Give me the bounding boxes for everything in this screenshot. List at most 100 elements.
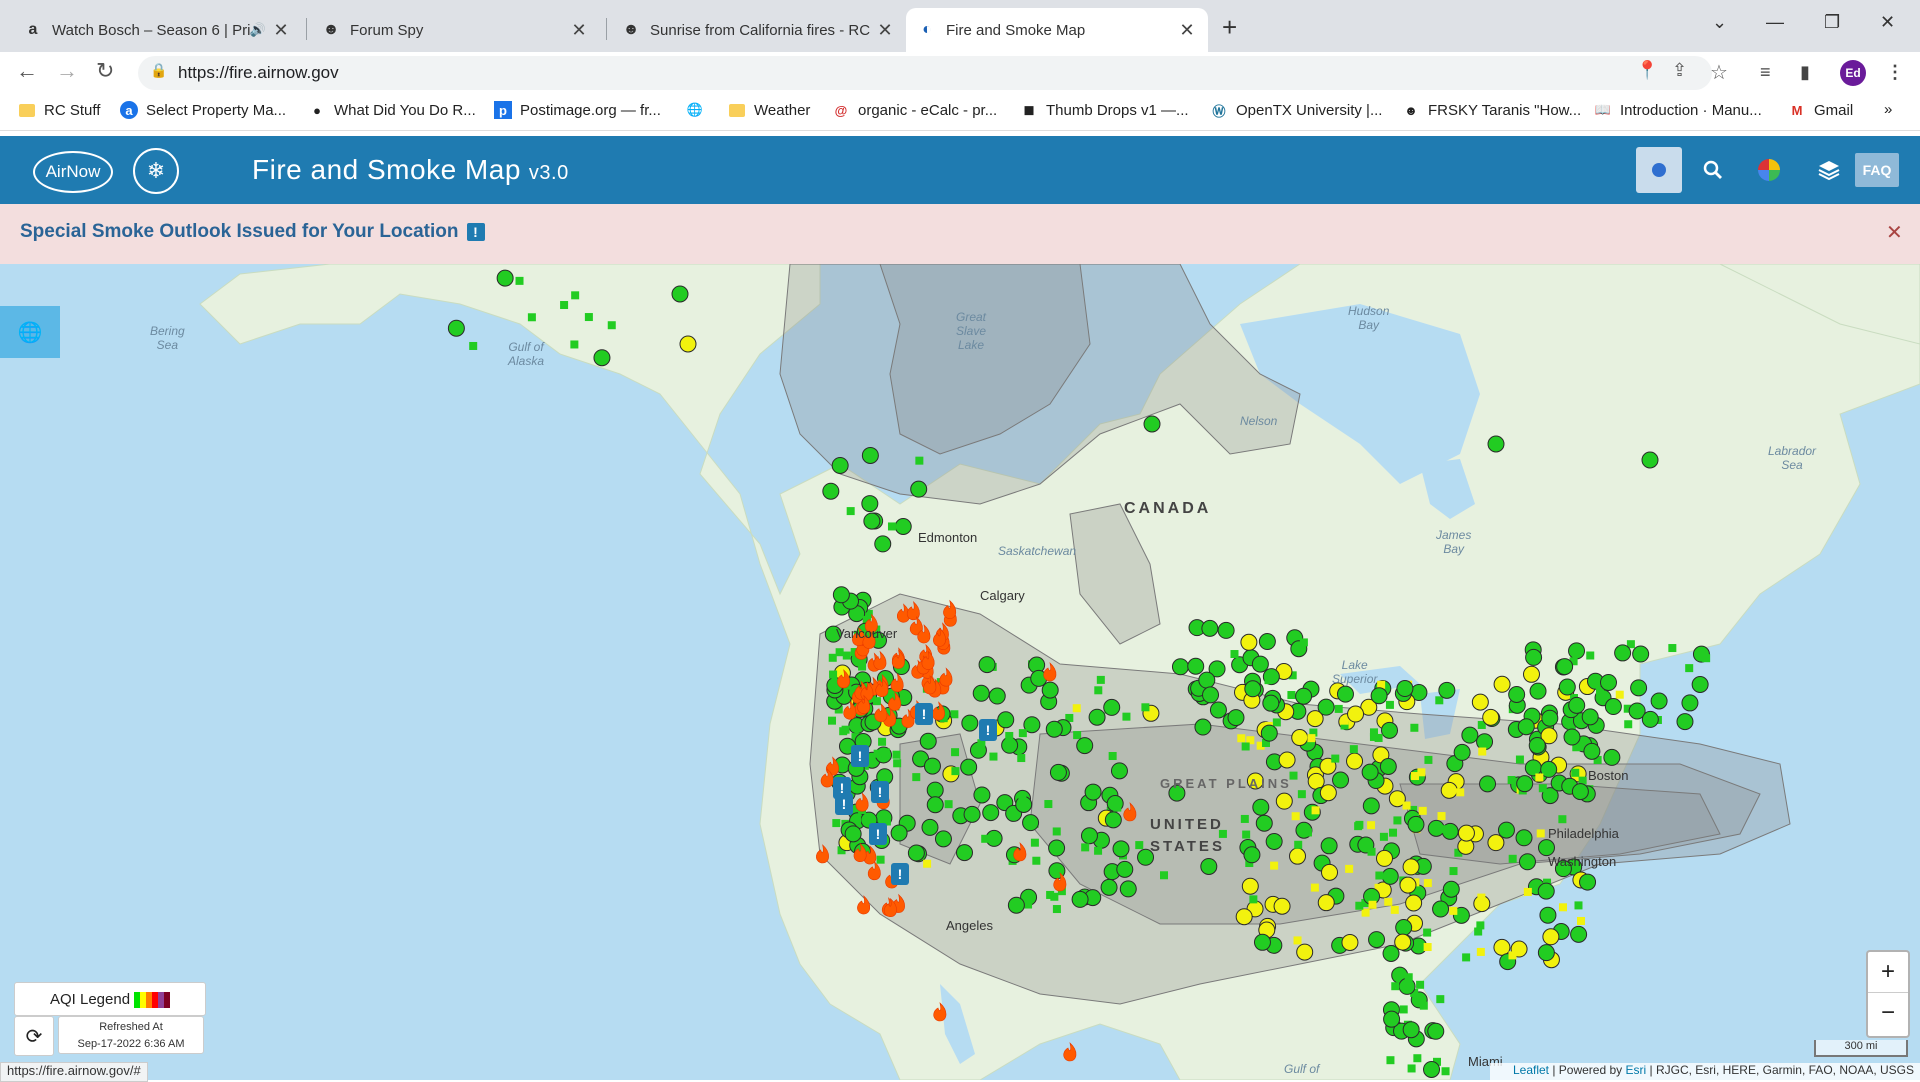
aqi-monitor-marker[interactable]	[1362, 797, 1380, 815]
aqi-monitor-marker[interactable]	[1417, 768, 1426, 777]
aqi-monitor-marker[interactable]	[923, 859, 932, 868]
aqi-monitor-marker[interactable]	[1516, 775, 1534, 793]
aqi-monitor-marker[interactable]	[1309, 728, 1318, 737]
url-text[interactable]: https://fire.airnow.gov	[178, 63, 339, 82]
aqi-monitor-marker[interactable]	[882, 817, 891, 826]
aqi-monitor-marker[interactable]	[1478, 747, 1487, 756]
aqi-monitor-marker[interactable]	[1332, 771, 1350, 789]
fire-marker[interactable]	[923, 675, 937, 695]
aqi-monitor-marker[interactable]	[1273, 897, 1291, 915]
aqi-monitor-marker[interactable]	[1261, 738, 1270, 747]
aqi-monitor-marker[interactable]	[1295, 687, 1313, 705]
aqi-monitor-marker[interactable]	[1017, 754, 1026, 763]
aqi-monitor-marker[interactable]	[1537, 839, 1555, 857]
aqi-monitor-marker[interactable]	[1515, 829, 1533, 847]
zoom-in-button[interactable]: +	[1880, 958, 1895, 985]
fire-marker[interactable]	[857, 694, 871, 714]
aqi-monitor-marker[interactable]	[1409, 805, 1418, 814]
aqi-monitor-marker[interactable]	[1341, 933, 1359, 951]
aqi-monitor-marker[interactable]	[1241, 877, 1259, 895]
aqi-monitor-marker[interactable]	[912, 773, 921, 782]
aqi-monitor-marker[interactable]	[1272, 718, 1281, 727]
smoke-advisory-marker[interactable]	[871, 781, 889, 803]
aqi-monitor-marker[interactable]	[1355, 820, 1364, 829]
aqi-monitor-marker[interactable]	[1141, 703, 1150, 712]
aqi-monitor-marker[interactable]	[1291, 812, 1300, 821]
aqi-monitor-marker[interactable]	[1024, 900, 1033, 909]
back-icon[interactable]: ←	[16, 58, 38, 83]
aqi-monitor-marker[interactable]	[1399, 876, 1417, 894]
aqi-monitor-marker[interactable]	[1432, 900, 1450, 918]
aqi-monitor-marker[interactable]	[1384, 897, 1393, 906]
aqi-monitor-marker[interactable]	[1361, 763, 1379, 781]
aqi-monitor-marker[interactable]	[1367, 821, 1376, 830]
aqi-monitor-marker[interactable]	[1487, 834, 1505, 852]
fire-marker[interactable]	[1013, 842, 1027, 862]
aqi-monitor-marker[interactable]	[1374, 733, 1383, 742]
aqi-monitor-marker[interactable]	[570, 340, 579, 349]
aqi-monitor-marker[interactable]	[1442, 880, 1460, 898]
aqi-monitor-marker[interactable]	[824, 625, 842, 643]
aqi-monitor-marker[interactable]	[1423, 1060, 1441, 1078]
aqi-monitor-marker[interactable]	[1072, 704, 1081, 713]
aqi-monitor-marker[interactable]	[571, 291, 580, 300]
aqi-monitor-marker[interactable]	[1084, 783, 1102, 801]
aqi-monitor-marker[interactable]	[1449, 906, 1458, 915]
aqi-monitor-marker[interactable]	[1073, 731, 1082, 740]
aqi-monitor-marker[interactable]	[926, 796, 944, 814]
aqi-monitor-marker[interactable]	[1368, 931, 1386, 949]
fire-marker[interactable]	[909, 616, 923, 636]
aqi-monitor-marker[interactable]	[1440, 781, 1458, 799]
aqi-monitor-marker[interactable]	[1113, 803, 1122, 812]
fire-marker[interactable]	[891, 649, 905, 669]
aqi-monitor-marker[interactable]	[893, 759, 902, 768]
aqi-monitor-marker[interactable]	[1435, 696, 1444, 705]
aqi-monitor-marker[interactable]	[1604, 698, 1622, 716]
aqi-monitor-marker[interactable]	[1477, 720, 1486, 729]
audio-icon[interactable]: 🔊	[249, 22, 266, 37]
aqi-monitor-marker[interactable]	[1411, 772, 1420, 781]
aqi-monitor-marker[interactable]	[1424, 755, 1433, 764]
aqi-monitor-marker[interactable]	[1349, 745, 1358, 754]
aqi-monitor-marker[interactable]	[1471, 693, 1489, 711]
fire-marker[interactable]	[853, 842, 867, 863]
aqi-monitor-marker[interactable]	[1240, 814, 1249, 823]
smoke-advisory-marker[interactable]	[915, 703, 933, 725]
aqi-monitor-marker[interactable]	[1240, 633, 1258, 651]
aqi-monitor-marker[interactable]	[1097, 838, 1106, 847]
bookmark-opentx[interactable]: Ⓦ OpenTX University |...	[1210, 101, 1382, 119]
aqi-monitor-marker[interactable]	[1208, 660, 1226, 678]
aqi-monitor-marker[interactable]	[1623, 704, 1632, 713]
aqi-monitor-marker[interactable]	[560, 301, 569, 310]
aqi-monitor-marker[interactable]	[1396, 680, 1414, 698]
aqi-monitor-marker[interactable]	[1559, 903, 1568, 912]
aqi-monitor-marker[interactable]	[1265, 832, 1283, 850]
aqi-monitor-marker[interactable]	[944, 800, 953, 809]
fire-marker[interactable]	[1063, 1042, 1077, 1062]
omnibox[interactable]: 🔒 https://fire.airnow.gov 📍 ⇪ ☆	[138, 56, 1728, 90]
aqi-monitor-marker[interactable]	[1586, 651, 1595, 660]
aqi-monitor-marker[interactable]	[1381, 721, 1399, 739]
aqi-monitor-marker[interactable]	[1310, 883, 1319, 892]
smoke-advisory-marker[interactable]	[835, 793, 853, 815]
aqi-monitor-marker[interactable]	[881, 748, 890, 757]
tab-search-icon[interactable]: ⌄	[1712, 12, 1728, 32]
aqi-monitor-marker[interactable]	[1023, 716, 1041, 734]
aqi-monitor-marker[interactable]	[1048, 839, 1066, 857]
aqi-monitor-marker[interactable]	[1256, 741, 1265, 750]
aqi-monitor-marker[interactable]	[1361, 908, 1370, 917]
aqi-monitor-marker[interactable]	[1296, 943, 1314, 961]
aqi-monitor-marker[interactable]	[1391, 982, 1400, 991]
aqi-monitor-marker[interactable]	[1377, 680, 1386, 689]
fire-marker[interactable]	[890, 672, 904, 693]
aqi-monitor-marker[interactable]	[1454, 848, 1463, 857]
aqi-monitor-marker[interactable]	[978, 656, 996, 674]
aqi-monitor-marker[interactable]	[960, 758, 978, 776]
aqi-monitor-marker[interactable]	[1578, 776, 1587, 785]
aqi-monitor-marker[interactable]	[1583, 742, 1601, 760]
aqi-monitor-marker[interactable]	[1242, 830, 1251, 839]
aqi-monitor-marker[interactable]	[1517, 718, 1535, 736]
aqi-monitor-marker[interactable]	[1379, 832, 1388, 841]
aqi-monitor-marker[interactable]	[1389, 828, 1398, 837]
aqi-monitor-marker[interactable]	[1436, 995, 1445, 1004]
